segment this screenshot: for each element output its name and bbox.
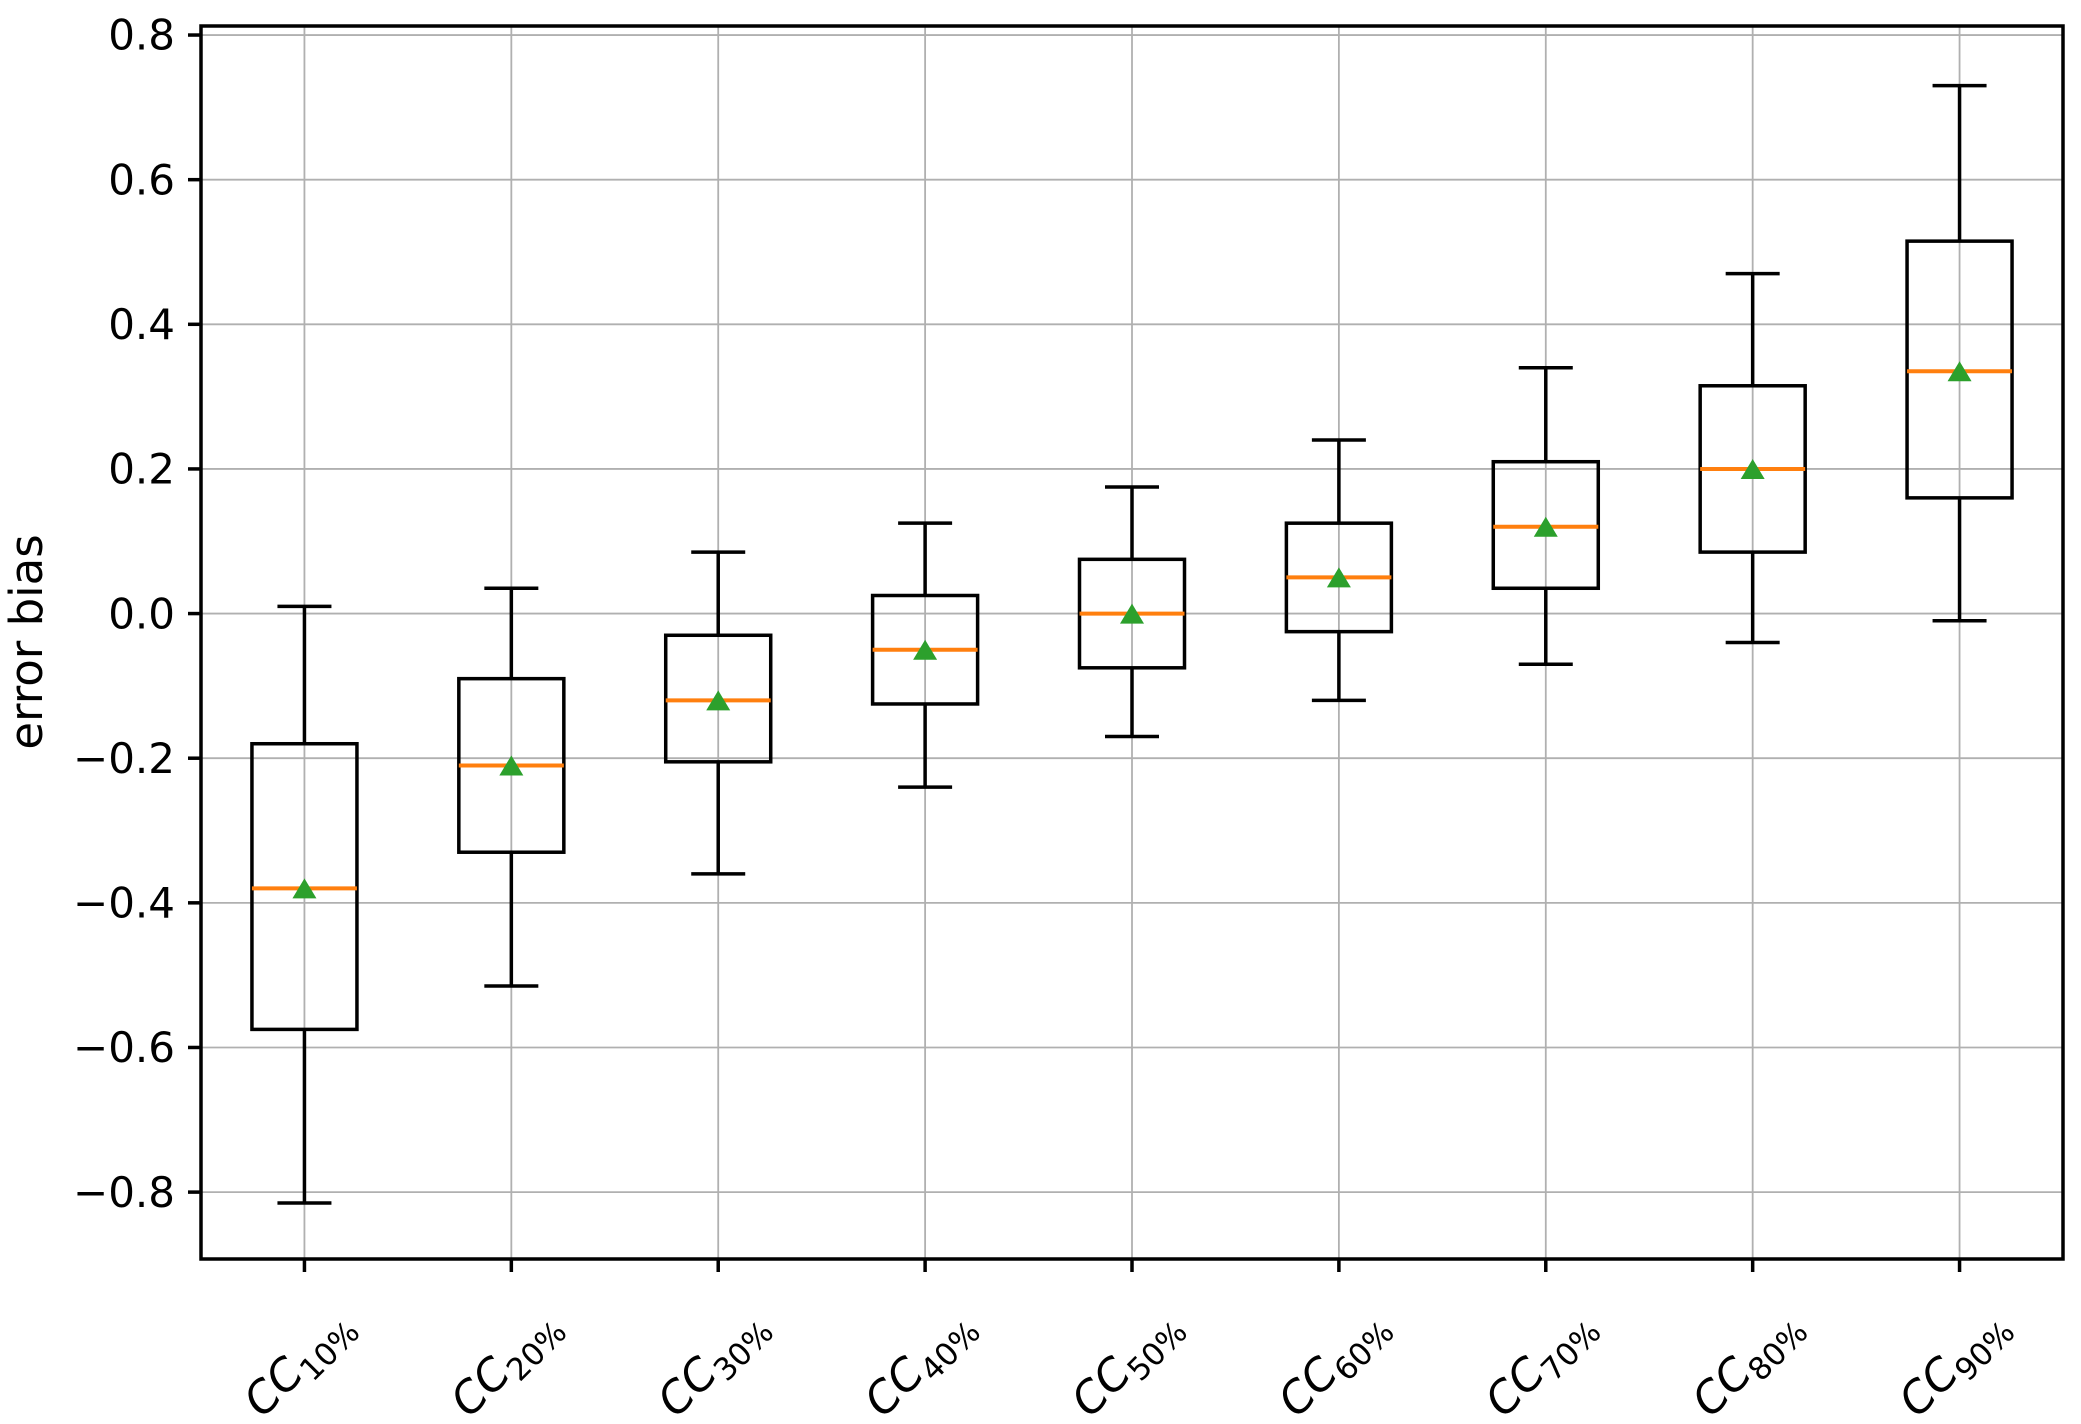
- box-CC20%: [457, 586, 566, 988]
- x-tick-label: CC40%: [855, 1299, 988, 1424]
- x-tick-label: CC90%: [1889, 1299, 2022, 1424]
- y-tick-label: 0.4: [108, 300, 175, 349]
- x-tick-label: CC80%: [1682, 1299, 1815, 1424]
- box-CC60%: [1284, 438, 1394, 703]
- y-tick-label: −0.8: [73, 1168, 175, 1217]
- x-tick-label: CC10%: [234, 1299, 367, 1424]
- box-CC90%: [1905, 83, 2014, 623]
- mean-marker: [1326, 567, 1351, 588]
- x-tick-label: CC20%: [441, 1299, 574, 1424]
- plot-frame: [199, 24, 2065, 1261]
- mean-marker: [706, 690, 731, 711]
- mean-marker: [913, 639, 938, 660]
- box-CC80%: [1698, 271, 1807, 645]
- y-tick-label: 0.8: [108, 11, 175, 60]
- mean-marker: [1120, 603, 1144, 624]
- mean-marker: [1740, 458, 1765, 479]
- x-tick-label: CC30%: [648, 1299, 781, 1424]
- y-tick-label: −0.6: [73, 1023, 175, 1072]
- box-CC30%: [663, 550, 773, 876]
- box-CC70%: [1491, 365, 1601, 666]
- axes-layer: 0.8 0.6 0.4 0.2 0.0 −0.2 −0.4 −0.6 −0.8 CC10% CC20…: [73, 11, 2065, 1424]
- y-tick-label: 0.6: [108, 155, 175, 204]
- box-CC50%: [1077, 485, 1187, 739]
- mean-marker: [1533, 516, 1558, 537]
- gridlines-layer: [201, 26, 2063, 1259]
- mean-marker: [1947, 361, 1972, 382]
- y-tick-label: −0.2: [73, 734, 175, 783]
- boxes-layer: [250, 83, 2014, 1205]
- y-tick-label: −0.4: [73, 879, 175, 928]
- box-CC10%: [250, 604, 359, 1205]
- x-tick-label: CC60%: [1268, 1299, 1401, 1424]
- y-tick-label: 0.0: [108, 589, 175, 638]
- x-tick-label: CC70%: [1475, 1299, 1608, 1424]
- box-CC40%: [870, 521, 980, 789]
- mean-marker: [499, 755, 524, 776]
- y-axis-label: error bias: [0, 534, 53, 749]
- x-tick-label: CC50%: [1062, 1299, 1195, 1424]
- mean-marker: [292, 878, 317, 899]
- y-tick-label: 0.2: [108, 445, 175, 494]
